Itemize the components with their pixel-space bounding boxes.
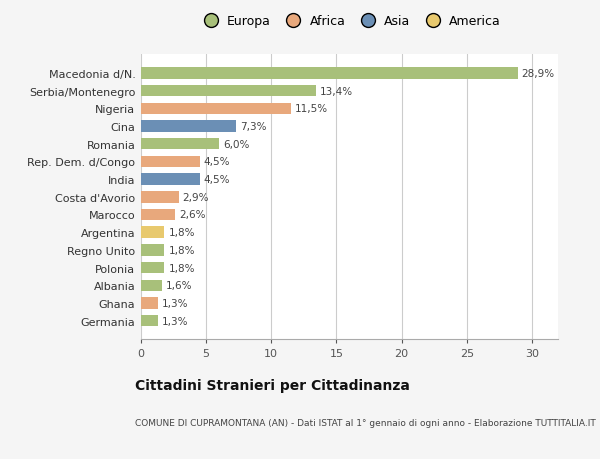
Legend: Europa, Africa, Asia, America: Europa, Africa, Asia, America — [193, 10, 506, 33]
Text: COMUNE DI CUPRAMONTANA (AN) - Dati ISTAT al 1° gennaio di ogni anno - Elaborazio: COMUNE DI CUPRAMONTANA (AN) - Dati ISTAT… — [135, 418, 596, 427]
Text: 7,3%: 7,3% — [240, 122, 266, 132]
Bar — [141, 262, 164, 274]
Text: Cittadini Stranieri per Cittadinanza: Cittadini Stranieri per Cittadinanza — [135, 379, 410, 392]
Text: 6,0%: 6,0% — [223, 140, 250, 149]
Text: 1,3%: 1,3% — [162, 298, 188, 308]
Bar — [141, 227, 164, 238]
Bar — [141, 191, 179, 203]
Text: 1,3%: 1,3% — [162, 316, 188, 326]
Text: 2,9%: 2,9% — [182, 192, 209, 202]
Bar — [141, 280, 162, 291]
Text: 1,8%: 1,8% — [169, 246, 195, 255]
Text: 4,5%: 4,5% — [203, 157, 230, 167]
Text: 1,8%: 1,8% — [169, 263, 195, 273]
Text: 4,5%: 4,5% — [203, 175, 230, 185]
Bar — [141, 103, 291, 115]
Text: 1,6%: 1,6% — [166, 280, 192, 291]
Bar — [141, 297, 158, 309]
Bar — [141, 315, 158, 327]
Bar — [141, 139, 219, 150]
Bar — [141, 86, 316, 97]
Text: 13,4%: 13,4% — [320, 86, 353, 96]
Bar — [141, 209, 175, 221]
Text: 1,8%: 1,8% — [169, 228, 195, 238]
Bar — [141, 174, 200, 185]
Bar — [141, 245, 164, 256]
Bar — [141, 121, 236, 133]
Bar — [141, 68, 518, 79]
Text: 28,9%: 28,9% — [521, 69, 554, 79]
Bar — [141, 157, 200, 168]
Text: 11,5%: 11,5% — [295, 104, 328, 114]
Text: 2,6%: 2,6% — [179, 210, 205, 220]
